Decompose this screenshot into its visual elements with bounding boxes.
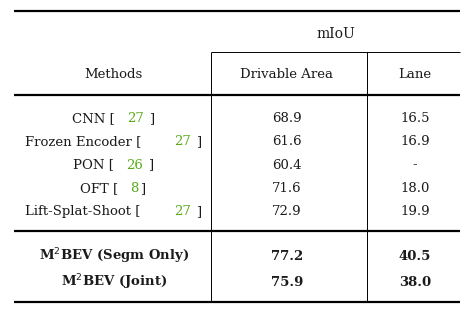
Text: 27: 27 [174,135,191,148]
Text: CNN [: CNN [ [72,112,115,125]
Text: ]: ] [140,182,146,195]
Text: 75.9: 75.9 [271,276,303,289]
Text: ]: ] [148,159,153,172]
Text: 16.9: 16.9 [400,135,429,148]
Text: Drivable Area: Drivable Area [240,68,333,81]
Text: ]: ] [149,112,154,125]
Text: M$^2$BEV (Segm Only): M$^2$BEV (Segm Only) [38,246,189,266]
Text: 18.0: 18.0 [400,182,429,195]
Text: 71.6: 71.6 [272,182,301,195]
Text: 26: 26 [126,159,143,172]
Text: mIoU: mIoU [316,27,355,41]
Text: 77.2: 77.2 [271,250,303,262]
Text: 60.4: 60.4 [272,159,301,172]
Text: 27: 27 [127,112,144,125]
Text: Lift-Splat-Shoot [: Lift-Splat-Shoot [ [25,205,140,218]
Text: 8: 8 [130,182,138,195]
Text: Lane: Lane [398,68,431,81]
Text: Frozen Encoder [: Frozen Encoder [ [25,135,141,148]
Text: 27: 27 [174,205,191,218]
Text: 19.9: 19.9 [400,205,429,218]
Text: -: - [412,159,417,172]
Text: 16.5: 16.5 [400,112,429,125]
Text: M$^2$BEV (Joint): M$^2$BEV (Joint) [61,272,167,292]
Text: 61.6: 61.6 [272,135,301,148]
Text: 38.0: 38.0 [399,276,431,289]
Text: ]: ] [196,205,201,218]
Text: OFT [: OFT [ [81,182,118,195]
Text: 68.9: 68.9 [272,112,301,125]
Text: 72.9: 72.9 [272,205,301,218]
Text: Methods: Methods [85,68,143,81]
Text: ]: ] [196,135,201,148]
Text: 40.5: 40.5 [399,250,431,262]
Text: PON [: PON [ [73,159,114,172]
